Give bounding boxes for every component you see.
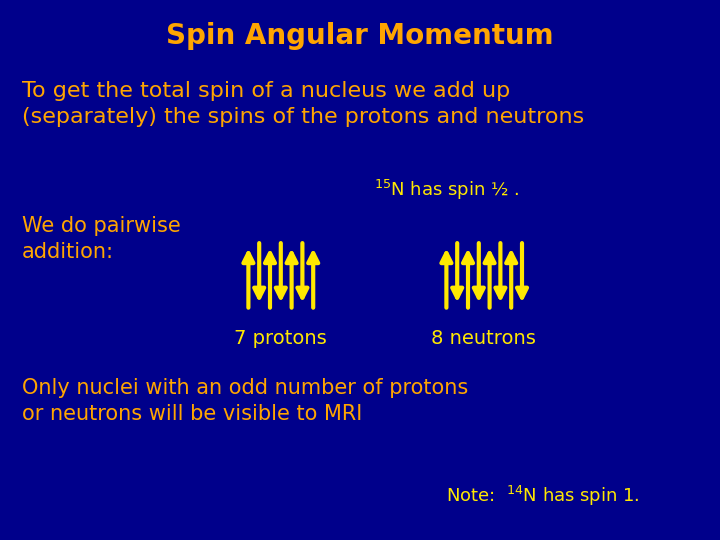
- Text: 8 neutrons: 8 neutrons: [431, 329, 536, 348]
- Text: Spin Angular Momentum: Spin Angular Momentum: [166, 22, 554, 50]
- Text: $^{15}$N has spin ½ .: $^{15}$N has spin ½ .: [374, 178, 520, 202]
- Text: 7 protons: 7 protons: [235, 329, 327, 348]
- Text: Only nuclei with an odd number of protons
or neutrons will be visible to MRI: Only nuclei with an odd number of proton…: [22, 378, 468, 424]
- Text: We do pairwise
addition:: We do pairwise addition:: [22, 216, 180, 262]
- Text: Note:  $^{14}$N has spin 1.: Note: $^{14}$N has spin 1.: [446, 483, 640, 508]
- Text: To get the total spin of a nucleus we add up
(separately) the spins of the proto: To get the total spin of a nucleus we ad…: [22, 81, 584, 127]
